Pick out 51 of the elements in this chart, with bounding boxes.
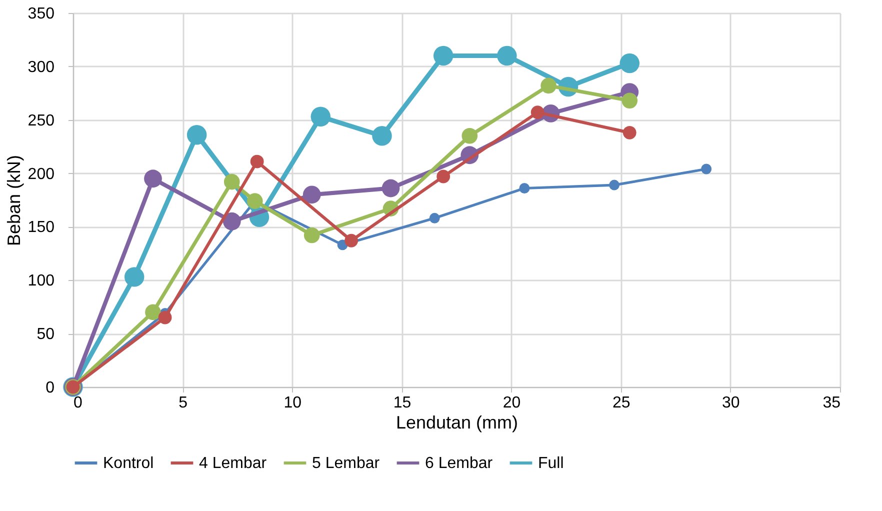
point xyxy=(224,174,240,190)
x-tick-label: 30 xyxy=(722,394,740,412)
point xyxy=(497,46,517,66)
point xyxy=(302,186,321,204)
y-tick-label: 300 xyxy=(28,58,55,76)
point xyxy=(304,227,320,244)
x-tick-label: 10 xyxy=(284,394,302,412)
y-tick-label: 200 xyxy=(28,166,55,183)
point xyxy=(145,304,161,320)
point xyxy=(429,212,440,224)
y-tick-label: 50 xyxy=(36,326,55,344)
point xyxy=(186,124,207,145)
legend-label: 5 Lembar xyxy=(312,455,380,472)
point xyxy=(462,128,478,144)
point xyxy=(609,180,620,190)
legend-label: 4 Lembar xyxy=(199,455,268,472)
legend-label: Full xyxy=(538,455,564,472)
point xyxy=(540,78,556,94)
point xyxy=(382,179,400,198)
point xyxy=(344,234,358,248)
point xyxy=(620,53,640,74)
point xyxy=(433,46,454,66)
x-axis-title: Lendutan (mm) xyxy=(396,412,518,432)
point xyxy=(372,126,392,146)
point xyxy=(144,170,162,188)
legend-label: Kontrol xyxy=(103,455,154,472)
x-tick-label: 20 xyxy=(502,394,521,412)
legend-label: 6 Lembar xyxy=(425,455,494,472)
x-tick-label: 25 xyxy=(612,394,630,412)
point xyxy=(310,106,331,127)
y-tick-label: 100 xyxy=(28,272,55,290)
point xyxy=(124,267,144,287)
x-tick-label: 15 xyxy=(393,394,412,412)
y-axis-title: Beban (kN) xyxy=(4,154,24,246)
y-tick-label: 150 xyxy=(28,219,55,236)
point xyxy=(701,164,712,174)
point xyxy=(622,126,636,140)
point xyxy=(622,92,638,109)
point xyxy=(519,183,530,194)
point xyxy=(530,106,544,120)
point xyxy=(246,193,263,209)
x-tick-label: 5 xyxy=(178,394,188,412)
x-tick-label: 0 xyxy=(74,394,82,412)
y-tick-label: 250 xyxy=(28,112,55,130)
point xyxy=(158,310,172,324)
point xyxy=(436,170,450,184)
y-tick-label: 350 xyxy=(28,6,55,22)
x-tick-label: 35 xyxy=(822,394,841,412)
point xyxy=(250,154,264,168)
y-tick-label: 0 xyxy=(46,380,55,396)
point xyxy=(222,212,241,230)
